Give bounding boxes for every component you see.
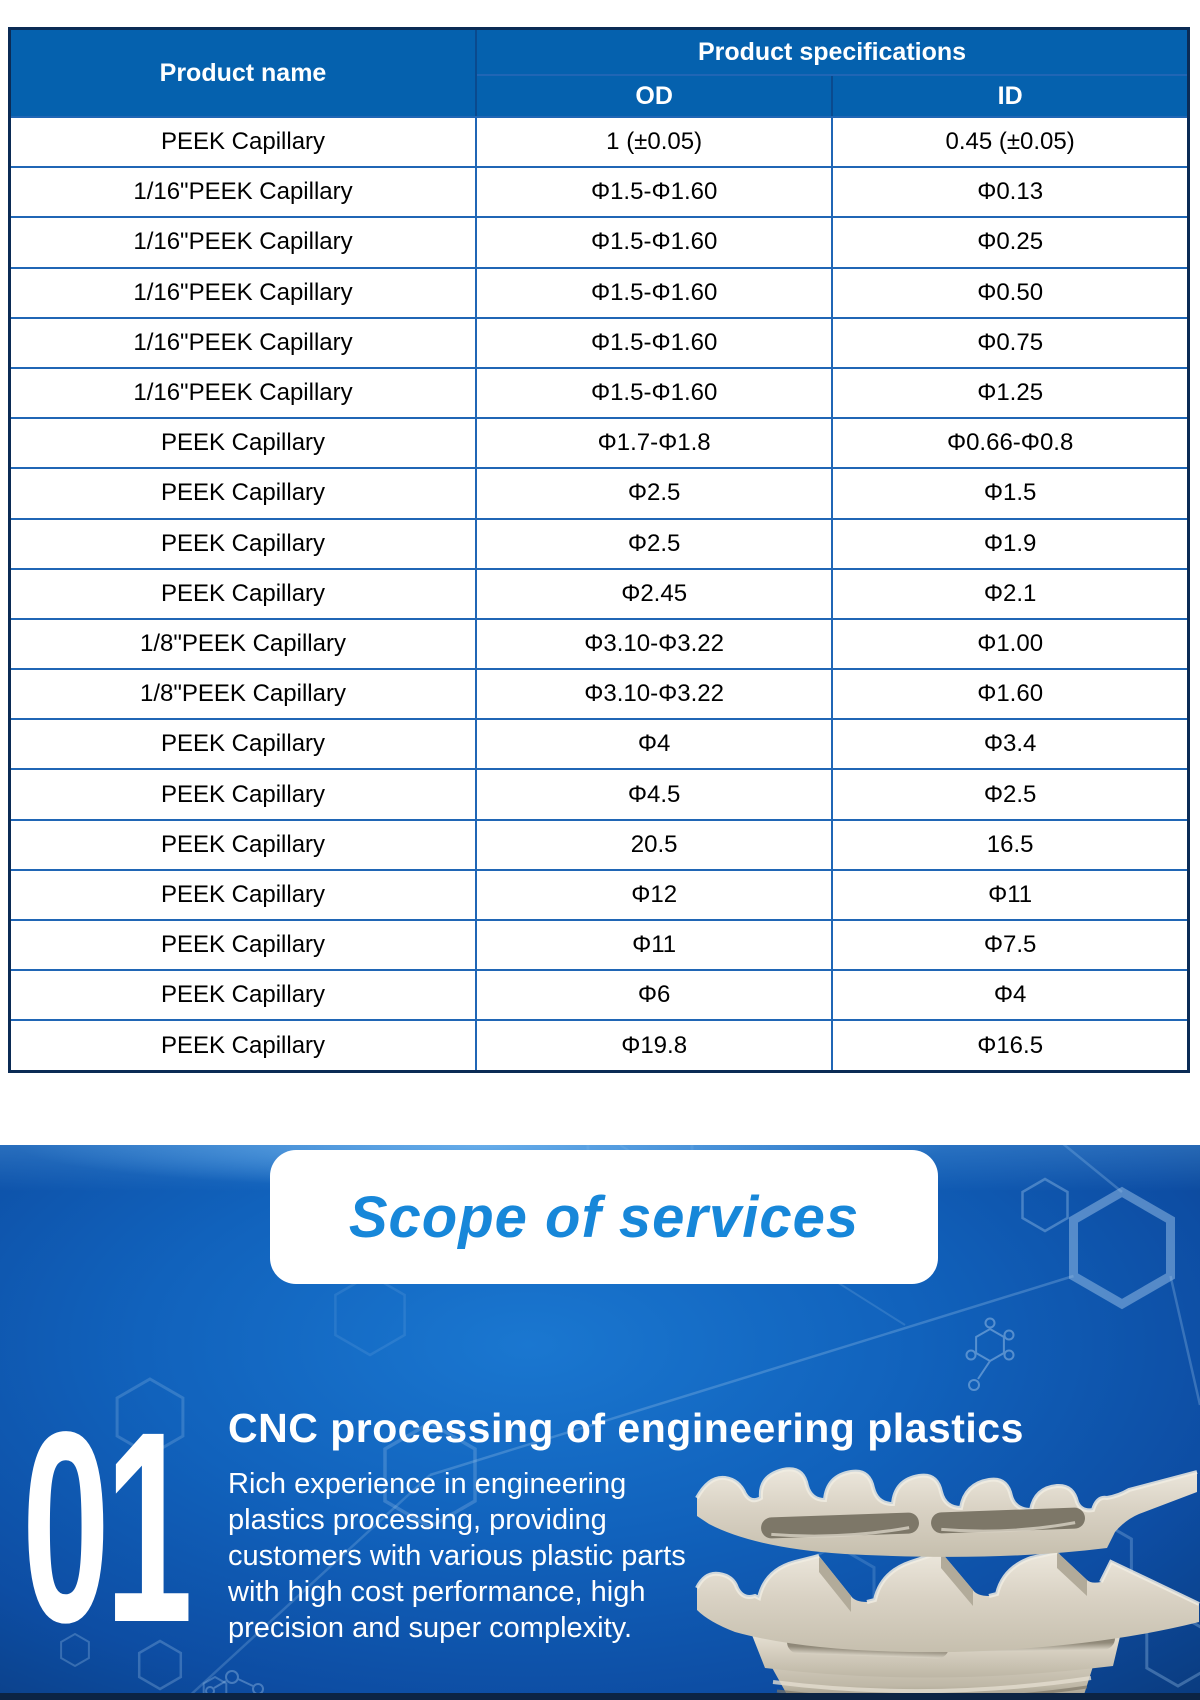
spec-table-body: PEEK Capillary 1 (±0.05) 0.45 (±0.05) 1/16"…	[8, 115, 1190, 1073]
table-row: 1/16"PEEK Capillary Φ1.5-Φ1.60 Φ0.50	[8, 266, 1190, 319]
table-cell: Φ1.00	[831, 617, 1190, 671]
table-cell: Φ0.25	[831, 216, 1190, 269]
table-cell: PEEK Capillary	[8, 1019, 477, 1073]
services-section: Scope of services 01 CNC processing of e…	[0, 1145, 1200, 1700]
table-cell: 16.5	[831, 818, 1190, 871]
cnc-machined-plastic-part-image	[695, 1467, 1200, 1700]
table-row: 1/16"PEEK Capillary Φ1.5-Φ1.60 Φ0.25	[8, 216, 1190, 269]
table-row: PEEK Capillary Φ11 Φ7.5	[8, 918, 1190, 972]
column-header-id: ID	[831, 74, 1190, 118]
table-cell: Φ11	[831, 868, 1190, 922]
column-header-product-specifications: Product specifications	[475, 27, 1190, 76]
table-cell: Φ1.5-Φ1.60	[474, 316, 834, 369]
service-item-description: Rich experience in engineering plastics …	[228, 1468, 686, 1644]
table-cell: Φ1.5-Φ1.60	[474, 166, 834, 219]
table-cell: Φ7.5	[831, 918, 1190, 972]
table-row: 1/8"PEEK Capillary Φ3.10-Φ3.22 Φ1.60	[8, 668, 1190, 721]
table-cell: Φ3.10-Φ3.22	[474, 617, 834, 671]
table-row: 1/8"PEEK Capillary Φ3.10-Φ3.22 Φ1.00	[8, 617, 1190, 671]
bottom-section-divider	[0, 1693, 1200, 1700]
table-cell: Φ4	[831, 969, 1190, 1022]
table-cell: Φ4	[474, 718, 834, 771]
table-cell: PEEK Capillary	[8, 868, 477, 922]
table-row: PEEK Capillary 20.5 16.5	[8, 818, 1190, 871]
table-cell: PEEK Capillary	[8, 115, 477, 169]
table-cell: Φ0.13	[831, 166, 1190, 219]
table-row: PEEK Capillary Φ4.5 Φ2.5	[8, 768, 1190, 821]
table-cell: Φ1.5-Φ1.60	[474, 216, 834, 269]
scope-of-services-banner: Scope of services	[270, 1150, 938, 1284]
table-row: PEEK Capillary Φ6 Φ4	[8, 969, 1190, 1022]
table-row: 1/16"PEEK Capillary Φ1.5-Φ1.60 Φ0.13	[8, 166, 1190, 219]
table-cell: Φ3.4	[831, 718, 1190, 771]
table-cell: Φ6	[474, 969, 834, 1022]
table-cell: Φ1.9	[831, 517, 1190, 570]
table-cell: Φ0.75	[831, 316, 1190, 369]
table-cell: Φ2.5	[474, 467, 834, 520]
table-cell: PEEK Capillary	[8, 768, 477, 821]
column-header-od: OD	[474, 74, 834, 118]
table-cell: 0.45 (±0.05)	[831, 115, 1190, 169]
table-cell: 1/8"PEEK Capillary	[8, 617, 477, 671]
table-cell: 1 (±0.05)	[474, 115, 834, 169]
table-cell: Φ1.60	[831, 668, 1190, 721]
table-cell: Φ1.7-Φ1.8	[474, 417, 834, 470]
table-cell: Φ2.5	[831, 768, 1190, 821]
table-cell: Φ2.5	[474, 517, 834, 570]
table-row: PEEK Capillary Φ2.5 Φ1.9	[8, 517, 1190, 570]
service-item-number: 01	[22, 1375, 193, 1679]
table-cell: 1/16"PEEK Capillary	[8, 316, 477, 369]
spec-table: Product name Product specifications OD I…	[8, 27, 1190, 1073]
product-spec-table: Product name Product specifications OD I…	[8, 27, 1192, 1073]
table-cell: Φ0.66-Φ0.8	[831, 417, 1190, 470]
scope-of-services-title: Scope of services	[348, 1184, 860, 1250]
table-cell: 1/16"PEEK Capillary	[8, 366, 477, 420]
table-row: PEEK Capillary Φ4 Φ3.4	[8, 718, 1190, 771]
table-cell: Φ12	[474, 868, 834, 922]
table-cell: Φ16.5	[831, 1019, 1190, 1073]
table-cell: PEEK Capillary	[8, 417, 477, 470]
table-row: PEEK Capillary Φ1.7-Φ1.8 Φ0.66-Φ0.8	[8, 417, 1190, 470]
table-cell: PEEK Capillary	[8, 918, 477, 972]
table-cell: 20.5	[474, 818, 834, 871]
table-cell: Φ1.5-Φ1.60	[474, 366, 834, 420]
table-cell: Φ11	[474, 918, 834, 972]
table-cell: 1/16"PEEK Capillary	[8, 266, 477, 319]
table-cell: PEEK Capillary	[8, 517, 477, 570]
table-row: PEEK Capillary Φ2.5 Φ1.5	[8, 467, 1190, 520]
table-cell: PEEK Capillary	[8, 718, 477, 771]
table-row: 1/16"PEEK Capillary Φ1.5-Φ1.60 Φ0.75	[8, 316, 1190, 369]
column-header-product-name: Product name	[8, 27, 477, 118]
table-cell: Φ1.25	[831, 366, 1190, 420]
table-cell: 1/16"PEEK Capillary	[8, 166, 477, 219]
table-row: PEEK Capillary Φ19.8 Φ16.5	[8, 1019, 1190, 1073]
table-cell: Φ2.45	[474, 567, 834, 620]
table-cell: 1/8"PEEK Capillary	[8, 668, 477, 721]
table-cell: Φ2.1	[831, 567, 1190, 620]
table-row: PEEK Capillary Φ12 Φ11	[8, 868, 1190, 922]
spec-table-header: Product name Product specifications OD I…	[8, 27, 1190, 118]
table-row: PEEK Capillary Φ2.45 Φ2.1	[8, 567, 1190, 620]
table-cell: Φ19.8	[474, 1019, 834, 1073]
table-cell: Φ3.10-Φ3.22	[474, 668, 834, 721]
table-cell: PEEK Capillary	[8, 818, 477, 871]
service-item-title: CNC processing of engineering plastics	[228, 1405, 1024, 1451]
table-cell: PEEK Capillary	[8, 467, 477, 520]
table-cell: Φ1.5-Φ1.60	[474, 266, 834, 319]
table-cell: PEEK Capillary	[8, 969, 477, 1022]
table-cell: Φ1.5	[831, 467, 1190, 520]
table-row: 1/16"PEEK Capillary Φ1.5-Φ1.60 Φ1.25	[8, 366, 1190, 420]
table-cell: Φ0.50	[831, 266, 1190, 319]
table-cell: PEEK Capillary	[8, 567, 477, 620]
table-cell: 1/16"PEEK Capillary	[8, 216, 477, 269]
table-row: PEEK Capillary 1 (±0.05) 0.45 (±0.05)	[8, 115, 1190, 169]
table-cell: Φ4.5	[474, 768, 834, 821]
